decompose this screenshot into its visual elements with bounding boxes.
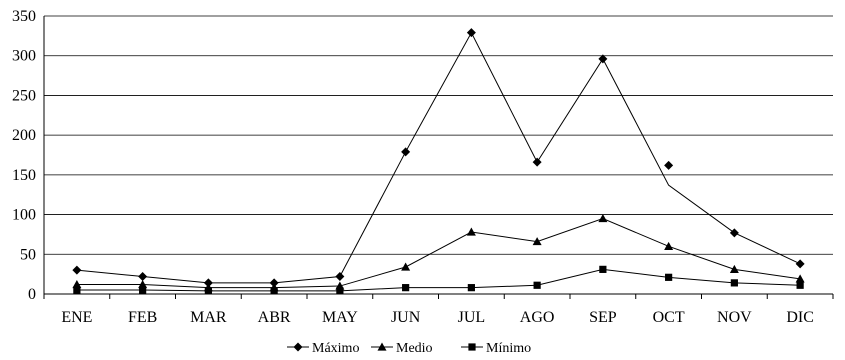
data-point-diamond — [466, 28, 476, 38]
y-tick-label: 250 — [12, 87, 36, 104]
data-point-square — [796, 281, 804, 289]
legend-label: Mínimo — [486, 341, 531, 356]
data-point-diamond — [532, 157, 542, 167]
data-point-square — [730, 279, 738, 287]
y-tick-label: 350 — [12, 8, 36, 25]
y-tick-label: 0 — [28, 286, 36, 303]
x-tick-label: NOV — [717, 309, 752, 326]
data-point-diamond — [401, 147, 411, 157]
series-line-triangle — [76, 218, 801, 289]
y-tick-label: 200 — [12, 127, 36, 144]
data-point-diamond — [72, 265, 82, 275]
data-point-diamond — [729, 228, 739, 238]
x-tick-label: SEP — [589, 309, 617, 326]
x-tick-label: MAY — [322, 309, 358, 326]
data-point-triangle — [401, 262, 411, 271]
data-point-triangle — [72, 279, 82, 289]
data-point-square — [665, 273, 673, 281]
series-line-square — [76, 268, 801, 292]
data-point-diamond — [269, 278, 279, 288]
data-point-triangle — [795, 274, 805, 283]
y-tick-label: 300 — [12, 48, 36, 65]
data-point-square — [533, 281, 541, 289]
data-point-diamond — [203, 278, 213, 288]
series-line-diamond — [76, 31, 801, 284]
y-tick-label: 150 — [12, 167, 36, 184]
data-point-triangle — [532, 237, 542, 246]
data-point-triangle — [729, 264, 739, 273]
data-point-square — [139, 286, 147, 294]
x-tick-label: JUL — [458, 309, 486, 326]
data-point-square — [467, 284, 475, 292]
data-point-square — [402, 284, 410, 292]
data-point-diamond — [664, 160, 674, 170]
data-point-square — [336, 287, 344, 295]
x-tick-label: DIC — [786, 309, 814, 326]
data-point-diamond — [335, 272, 345, 282]
legend-label: Medio — [396, 341, 433, 356]
legend-marker-square — [468, 343, 476, 351]
data-point-triangle — [664, 241, 674, 250]
data-point-diamond — [795, 259, 805, 269]
y-tick-label: 50 — [20, 246, 36, 263]
data-point-diamond — [598, 54, 608, 64]
x-tick-label: OCT — [653, 309, 685, 326]
data-point-square — [73, 286, 81, 294]
legend-marker-diamond — [293, 342, 303, 352]
data-point-square — [270, 287, 278, 295]
data-point-square — [599, 265, 607, 273]
data-point-diamond — [138, 272, 148, 282]
x-tick-label: MAR — [190, 309, 227, 326]
legend-marker-triangle — [377, 342, 387, 351]
x-tick-label: AGO — [520, 309, 555, 326]
data-point-triangle — [138, 279, 148, 289]
x-tick-label: ABR — [258, 309, 291, 326]
x-tick-label: ENE — [61, 309, 92, 326]
y-tick-label: 100 — [12, 207, 36, 224]
data-point-triangle — [466, 227, 476, 236]
legend-label: Máximo — [312, 341, 359, 356]
x-tick-label: FEB — [128, 309, 157, 326]
x-tick-label: JUN — [391, 309, 421, 326]
data-point-square — [204, 287, 212, 295]
data-point-triangle — [598, 214, 608, 223]
